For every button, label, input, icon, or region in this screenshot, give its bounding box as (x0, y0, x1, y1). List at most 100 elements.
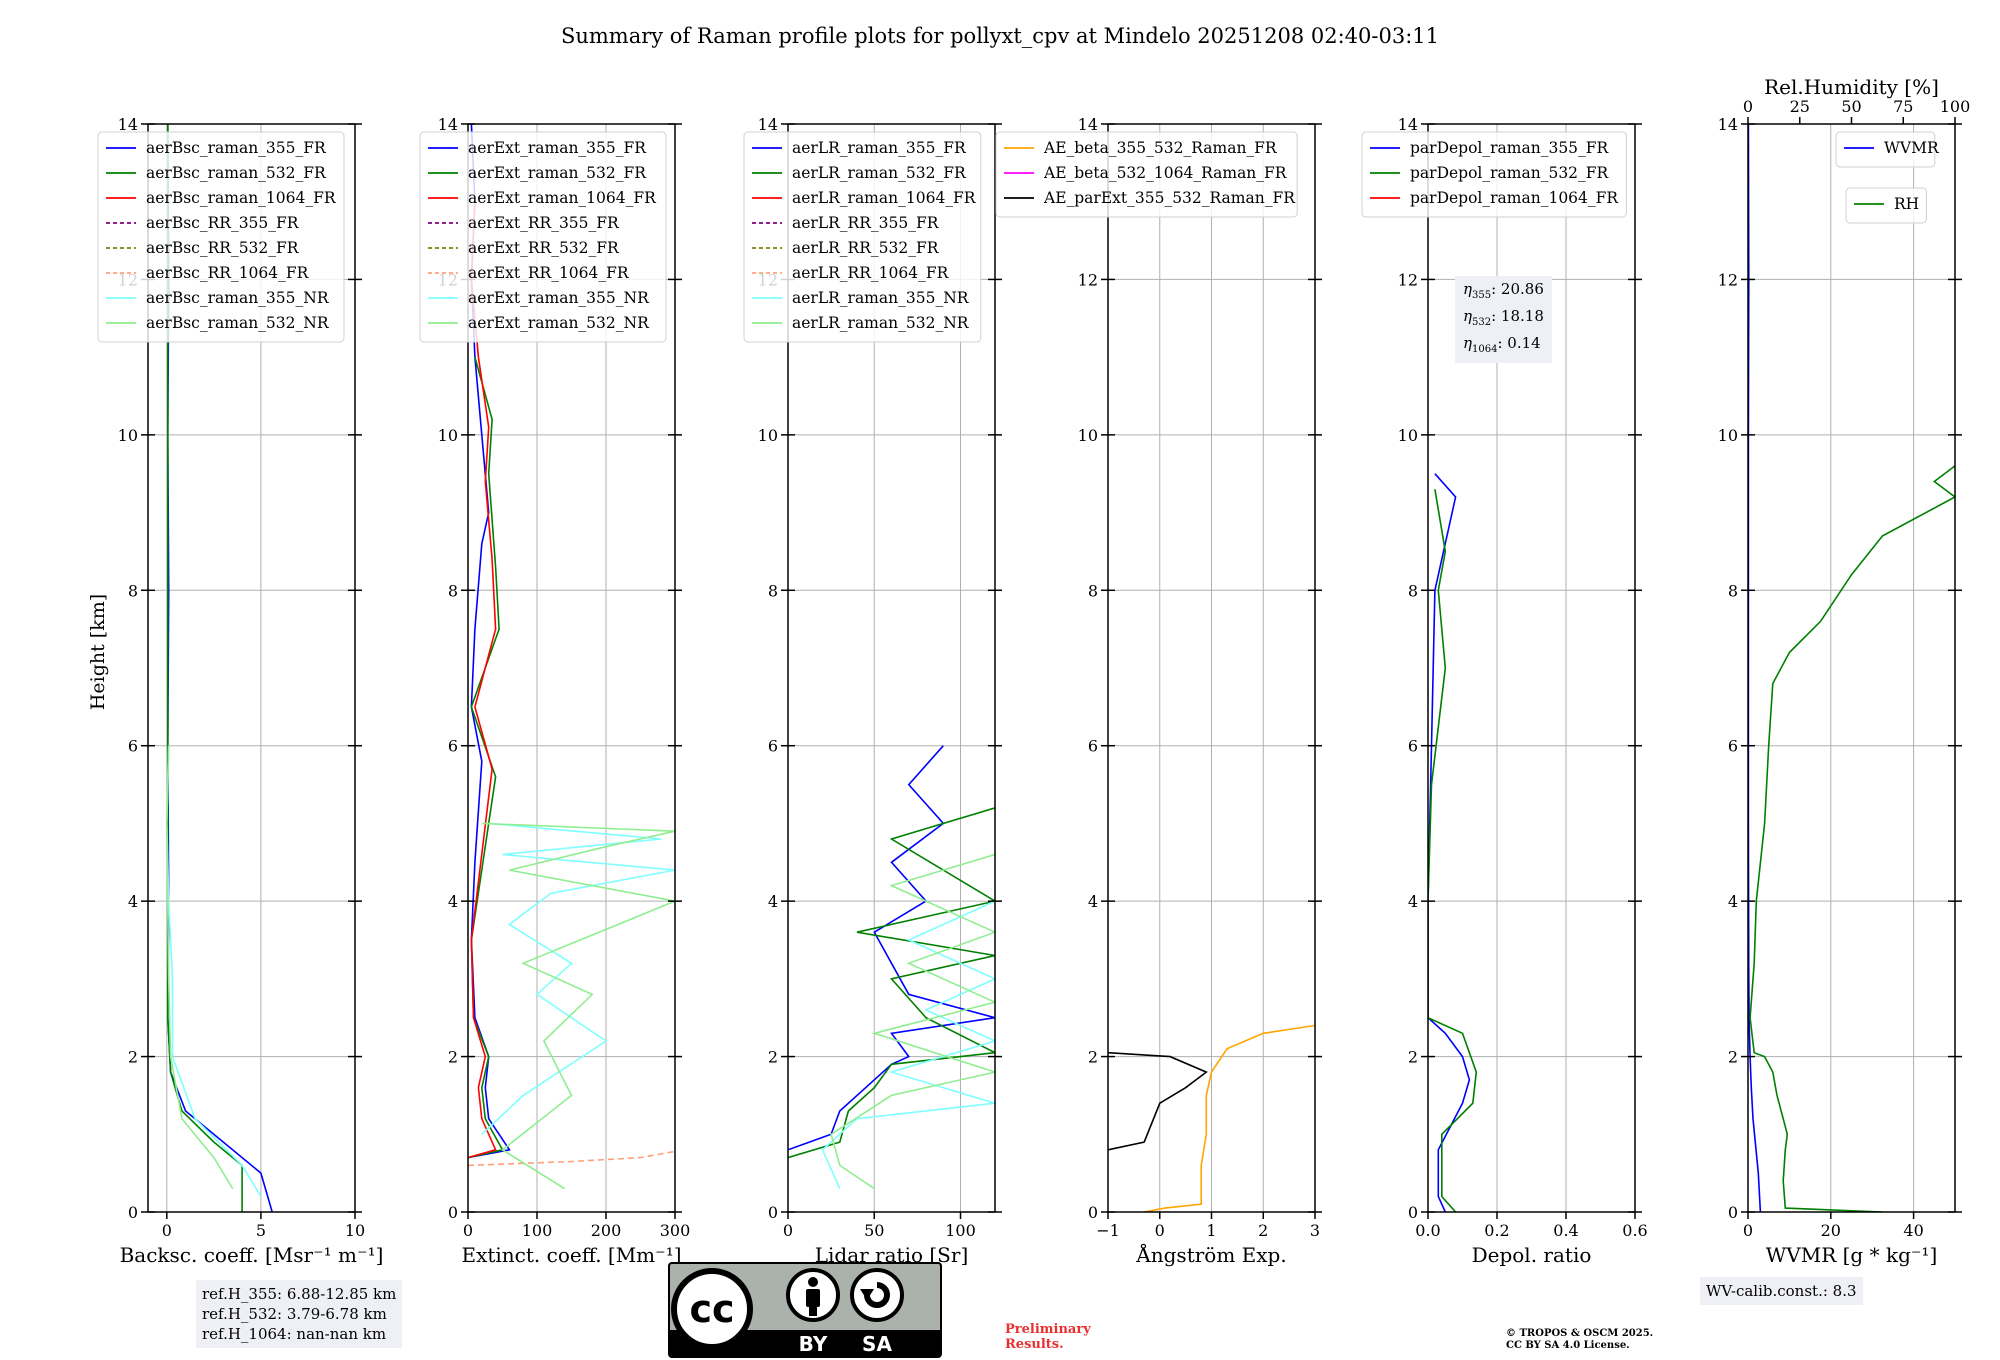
series-RH (1749, 465, 1955, 1212)
series-aerBsc_raman_532_NR (165, 745, 234, 1190)
x-tick-label-wv: 40 (1903, 1221, 1923, 1240)
y-tick-label-ae: 12 (1078, 270, 1098, 289)
x-axis-label-wv: WVMR [g * kg⁻¹] (1766, 1243, 1938, 1267)
y-tick-label-ae: 14 (1078, 115, 1098, 134)
wv-calib-box: WV-calib.const.: 8.3 (1700, 1277, 1863, 1305)
top-x-tick-label-wv: 50 (1841, 97, 1861, 116)
legend-label-aerExt_raman_532_NR: aerExt_raman_532_NR (468, 314, 650, 332)
y-tick-label-depol: 8 (1408, 581, 1418, 600)
legend-ext: aerExt_raman_355_FR aerExt_raman_532_FRae… (419, 131, 667, 343)
legend-label-aerBsc_raman_355_FR: aerBsc_raman_355_FR (146, 139, 327, 157)
y-tick-label-depol: 12 (1398, 270, 1418, 289)
panel-lr: 02468101214050100Lidar ratio [Sr]aerLR_r… (743, 115, 1002, 1267)
y-tick-label-ext: 6 (448, 737, 458, 756)
x-tick-label-ae: −1 (1096, 1221, 1120, 1240)
x-tick-label-depol: 0.0 (1415, 1221, 1440, 1240)
eta-532-line: η532: 18.18 (1463, 307, 1544, 328)
preliminary-note: Preliminary Results. (1005, 1322, 1091, 1352)
legend-label-aerLR_RR_355_FR: aerLR_RR_355_FR (792, 214, 940, 232)
y-tick-label-bsc: 8 (128, 581, 138, 600)
legend-label-aerBsc_RR_355_FR: aerBsc_RR_355_FR (146, 214, 300, 232)
y-tick-label-ae: 2 (1088, 1048, 1098, 1067)
legend-lr-frame (743, 131, 982, 343)
legend-label-aerExt_raman_1064_FR: aerExt_raman_1064_FR (468, 189, 657, 207)
cc-logo-text: cc (689, 1287, 734, 1331)
series-aerExt_raman_355_FR (468, 124, 511, 1159)
x-axis-label-ae: Ångström Exp. (1135, 1242, 1286, 1267)
panel-bsc: 024681012140510Backsc. coeff. [Msr⁻¹ m⁻¹… (97, 115, 383, 1267)
y-tick-label-lr: 14 (758, 115, 778, 134)
x-tick-label-lr: 100 (945, 1221, 976, 1240)
legend-wv-1: RH (1845, 187, 1927, 224)
x-tick-label-bsc: 5 (256, 1221, 266, 1240)
series-group-lr (788, 745, 995, 1190)
top-x-tick-label-wv: 100 (1940, 97, 1971, 116)
series-group-ext (468, 124, 675, 1190)
axes-frame-depol (1427, 123, 1636, 1213)
legend-label-AE_beta_355_532_Raman_FR: AE_beta_355_532_Raman_FR (1043, 139, 1278, 157)
x-tick-label-bsc: 10 (345, 1221, 365, 1240)
legend-ae-frame (995, 131, 1298, 218)
series-group-wv (1748, 124, 1955, 1212)
x-tick-label-ae: 1 (1206, 1221, 1216, 1240)
legend-label-AE_parExt_355_532_Raman_FR: AE_parExt_355_532_Raman_FR (1043, 189, 1296, 207)
legend-label-aerBsc_raman_532_NR: aerBsc_raman_532_NR (146, 314, 330, 332)
eta-355-value: : 20.86 (1491, 280, 1544, 298)
top-axis-label-wv: Rel.Humidity [%] (1764, 75, 1939, 99)
x-tick-label-lr: 0 (783, 1221, 793, 1240)
copyright-line-2: CC BY SA 4.0 License. (1506, 1340, 1630, 1351)
legend-label-aerExt_RR_532_FR: aerExt_RR_532_FR (468, 239, 620, 257)
y-tick-label-wv: 8 (1728, 581, 1738, 600)
logo-sa-label: SA (862, 1332, 892, 1356)
cc-by-sa-logo: cc BY SA (668, 1262, 942, 1358)
ref-height-box: ref.H_355: 6.88-12.85 km ref.H_532: 3.79… (196, 1280, 403, 1348)
series-parDepol_raman_532_FR (1428, 489, 1478, 1212)
wv-calib-text: WV-calib.const.: 8.3 (1706, 1282, 1857, 1300)
cc-circle-icon (671, 1268, 753, 1350)
y-tick-label-wv: 12 (1718, 270, 1738, 289)
y-tick-label-ext: 0 (448, 1203, 458, 1222)
legend-label-WVMR: WVMR (1884, 139, 1940, 157)
legend-ae: AE_beta_355_532_Raman_FR AE_beta_532_1064… (995, 131, 1298, 218)
legend-depol-frame (1361, 131, 1627, 218)
legend-label-parDepol_raman_532_FR: parDepol_raman_532_FR (1410, 164, 1610, 182)
y-tick-label-ext: 14 (438, 115, 458, 134)
y-tick-label-wv: 6 (1728, 737, 1738, 756)
x-tick-label-depol: 0.6 (1622, 1221, 1647, 1240)
series-group-ae (1108, 1024, 1315, 1212)
y-tick-label-ae: 0 (1088, 1203, 1098, 1222)
y-tick-label-depol: 10 (1398, 426, 1418, 445)
ref-h-1064: ref.H_1064: nan-nan km (202, 1325, 387, 1343)
ref-h-355: ref.H_355: 6.88-12.85 km (202, 1285, 397, 1303)
y-tick-label-ext: 2 (448, 1048, 458, 1067)
top-x-tick-label-wv: 0 (1743, 97, 1753, 116)
copyright-line-1: © TROPOS & OSCM 2025. (1506, 1328, 1654, 1339)
x-tick-label-depol: 0.4 (1553, 1221, 1578, 1240)
x-axis-label-depol: Depol. ratio (1472, 1243, 1592, 1267)
legend-label-aerBsc_raman_1064_FR: aerBsc_raman_1064_FR (146, 189, 337, 207)
series-AE_beta_355_532_Raman_FR (1144, 1024, 1315, 1212)
x-tick-label-ae: 2 (1258, 1221, 1268, 1240)
series-aerExt_raman_355_NR (481, 822, 675, 1135)
y-tick-label-ext: 8 (448, 581, 458, 600)
x-tick-label-depol: 0.2 (1484, 1221, 1509, 1240)
eta-355-line: η355: 20.86 (1463, 280, 1544, 301)
y-tick-label-wv: 4 (1728, 892, 1738, 911)
legend-label-aerLR_raman_532_NR: aerLR_raman_532_NR (792, 314, 970, 332)
y-tick-label-bsc: 4 (128, 892, 138, 911)
legend-bsc: aerBsc_raman_355_FR aerBsc_raman_532_FRae… (97, 131, 345, 343)
x-tick-label-lr: 50 (864, 1221, 884, 1240)
logo-by-label: BY (799, 1332, 828, 1356)
x-tick-label-ae: 3 (1310, 1221, 1320, 1240)
top-x-tick-label-wv: 75 (1893, 97, 1913, 116)
series-aerExt_raman_532_FR (468, 356, 504, 1159)
legend-label-aerLR_raman_532_FR: aerLR_raman_532_FR (792, 164, 967, 182)
legend-label-aerBsc_raman_355_NR: aerBsc_raman_355_NR (146, 289, 330, 307)
y-tick-label-bsc: 0 (128, 1203, 138, 1222)
y-tick-label-ae: 6 (1088, 737, 1098, 756)
y-tick-label-depol: 14 (1398, 115, 1418, 134)
y-tick-label-lr: 6 (768, 737, 778, 756)
eta-532-value: : 18.18 (1491, 307, 1544, 325)
